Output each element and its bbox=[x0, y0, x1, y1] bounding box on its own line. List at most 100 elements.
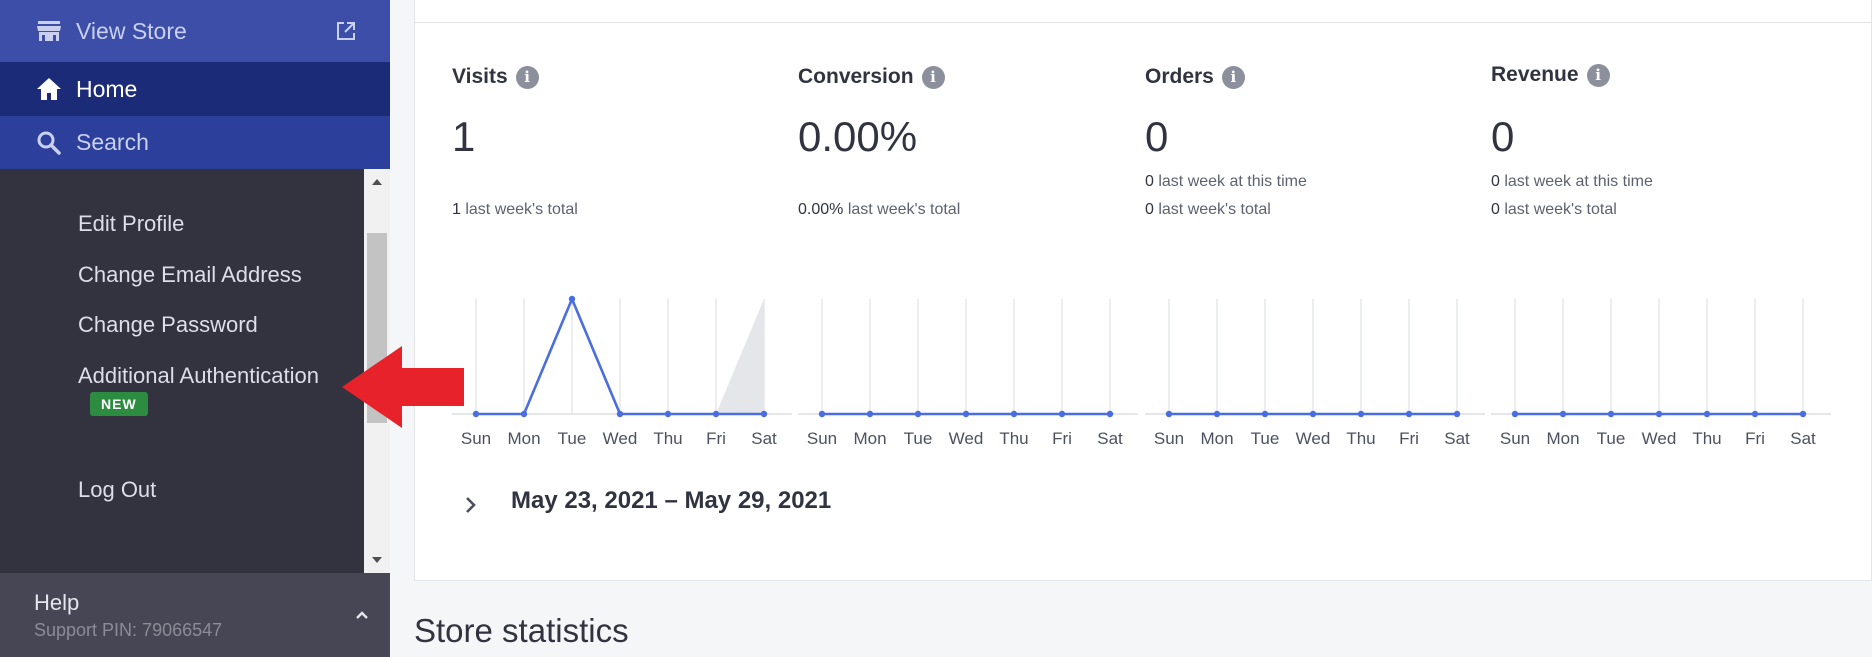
new-badge: NEW bbox=[90, 392, 148, 416]
chevron-right-icon[interactable] bbox=[457, 491, 485, 519]
data-point bbox=[760, 410, 768, 418]
last-week-at-this-time: 0 last week at this time bbox=[1145, 173, 1307, 191]
x-tick-label: Fri bbox=[1745, 429, 1765, 448]
data-point bbox=[1559, 410, 1567, 418]
data-point bbox=[1010, 410, 1018, 418]
view-store-link[interactable]: View Store bbox=[0, 0, 390, 62]
metric-conversion: Conversion i 0.00% 0.00% last week's tota… bbox=[798, 23, 1138, 448]
last-week-total-text: last week's total bbox=[460, 201, 578, 218]
last-week-total: 0.00% last week's total bbox=[798, 201, 960, 219]
data-point bbox=[962, 410, 970, 418]
search-nav-item[interactable]: Search bbox=[0, 116, 390, 169]
data-point bbox=[472, 410, 480, 418]
x-tick-label: Sat bbox=[1790, 429, 1816, 448]
x-tick-label: Fri bbox=[706, 429, 726, 448]
home-label: Home bbox=[76, 75, 138, 102]
info-icon[interactable]: i bbox=[1586, 63, 1610, 87]
metric-value: 0 bbox=[1145, 113, 1169, 160]
x-tick-label: Sun bbox=[1500, 429, 1530, 448]
search-label: Search bbox=[76, 129, 149, 155]
analytics-panel: Visits i 1 1 last week's total Sun Mon Tue W… bbox=[414, 22, 1872, 581]
metric-value: 0 bbox=[1491, 113, 1515, 160]
help-title: Help bbox=[34, 590, 80, 615]
metric-label: Revenue bbox=[1491, 63, 1579, 86]
last-week-area bbox=[476, 299, 764, 414]
data-point bbox=[1703, 410, 1711, 418]
data-point bbox=[712, 410, 720, 418]
last-week-at-this-time-value: 0 bbox=[1491, 173, 1500, 190]
last-week-total-text: last week's total bbox=[843, 201, 961, 218]
x-tick-label: Mon bbox=[1200, 429, 1233, 448]
store-icon bbox=[36, 18, 62, 44]
last-week-total-text: last week's total bbox=[1153, 201, 1271, 218]
log-out-link[interactable]: Log Out bbox=[78, 477, 157, 502]
metric-value: 0.00% bbox=[798, 113, 918, 160]
home-icon bbox=[36, 76, 62, 102]
change-email-link[interactable]: Change Email Address bbox=[78, 262, 302, 287]
x-tick-label: Tue bbox=[1597, 429, 1626, 448]
x-tick-label: Wed bbox=[949, 429, 984, 448]
scroll-up-arrow-icon[interactable] bbox=[364, 171, 390, 193]
data-point bbox=[1511, 410, 1519, 418]
data-point bbox=[1309, 410, 1317, 418]
data-point bbox=[1655, 410, 1663, 418]
x-tick-label: Sat bbox=[751, 429, 777, 448]
scroll-down-arrow-icon[interactable] bbox=[364, 549, 390, 571]
x-tick-label: Tue bbox=[1251, 429, 1280, 448]
support-pin: Support PIN: 79066547 bbox=[34, 620, 223, 640]
orders-chart: Sun Mon Tue Wed Thu Fri Sat bbox=[1145, 299, 1485, 448]
data-point bbox=[1357, 410, 1365, 418]
revenue-chart: Sun Mon Tue Wed Thu Fri Sat bbox=[1491, 299, 1831, 448]
x-tick-label: Tue bbox=[558, 429, 587, 448]
last-week-total-value: 0 bbox=[1491, 201, 1500, 218]
metric-value: 1 bbox=[452, 113, 476, 160]
data-point bbox=[1453, 410, 1461, 418]
change-password-link[interactable]: Change Password bbox=[78, 312, 258, 337]
x-tick-label: Mon bbox=[507, 429, 540, 448]
help-panel[interactable]: Help Support PIN: 79066547 bbox=[0, 573, 390, 657]
x-tick-label: Wed bbox=[603, 429, 638, 448]
profile-menu: Edit Profile Change Email Address Change… bbox=[0, 169, 364, 573]
metric-revenue: Revenue i 0 0 last week at this time 0 la… bbox=[1491, 23, 1831, 448]
metric-label: Orders bbox=[1145, 65, 1214, 88]
data-point bbox=[1106, 410, 1114, 418]
last-week-total: 0 last week's total bbox=[1145, 201, 1271, 219]
top-panel bbox=[414, 0, 1872, 23]
view-store-label: View Store bbox=[76, 17, 187, 44]
metric-visits: Visits i 1 1 last week's total Sun Mon Tue W… bbox=[452, 23, 792, 448]
x-tick-label: Sun bbox=[1154, 429, 1184, 448]
data-point bbox=[1261, 410, 1269, 418]
annotation-arrow-icon bbox=[342, 346, 464, 428]
info-icon[interactable]: i bbox=[921, 65, 945, 89]
info-icon[interactable]: i bbox=[1221, 65, 1245, 89]
additional-authentication-link[interactable]: Additional Authentication bbox=[78, 363, 319, 388]
search-icon bbox=[36, 130, 62, 156]
edit-profile-link[interactable]: Edit Profile bbox=[78, 211, 185, 236]
data-point bbox=[1799, 410, 1807, 418]
x-tick-label: Sun bbox=[807, 429, 837, 448]
last-week-total: 0 last week's total bbox=[1491, 201, 1617, 219]
external-link-icon[interactable] bbox=[336, 20, 356, 47]
annotation-arrow-shape bbox=[342, 346, 464, 428]
last-week-total: 1 last week's total bbox=[452, 201, 578, 219]
x-tick-label: Wed bbox=[1296, 429, 1331, 448]
x-tick-label: Wed bbox=[1642, 429, 1677, 448]
visits-chart: Sun Mon Tue Wed Thu Fri Sat bbox=[452, 295, 792, 448]
metric-label: Visits bbox=[452, 65, 508, 88]
x-tick-label: Thu bbox=[999, 429, 1028, 448]
data-point bbox=[1213, 410, 1221, 418]
metric-orders: Orders i 0 0 last week at this time 0 las… bbox=[1145, 23, 1485, 448]
last-week-at-this-time-text: last week at this time bbox=[1153, 173, 1307, 190]
last-week-total-text: last week's total bbox=[1499, 201, 1617, 218]
data-point bbox=[568, 295, 576, 303]
info-icon[interactable]: i bbox=[515, 65, 539, 89]
home-nav-item[interactable]: Home bbox=[0, 62, 390, 116]
date-range[interactable]: May 23, 2021 – May 29, 2021 bbox=[511, 487, 832, 514]
data-point bbox=[866, 410, 874, 418]
chevron-up-icon[interactable] bbox=[348, 601, 376, 629]
last-week-at-this-time: 0 last week at this time bbox=[1491, 173, 1653, 191]
data-point bbox=[1607, 410, 1615, 418]
x-tick-label: Mon bbox=[853, 429, 886, 448]
data-point bbox=[1405, 410, 1413, 418]
last-week-total-value: 0.00% bbox=[798, 201, 844, 218]
